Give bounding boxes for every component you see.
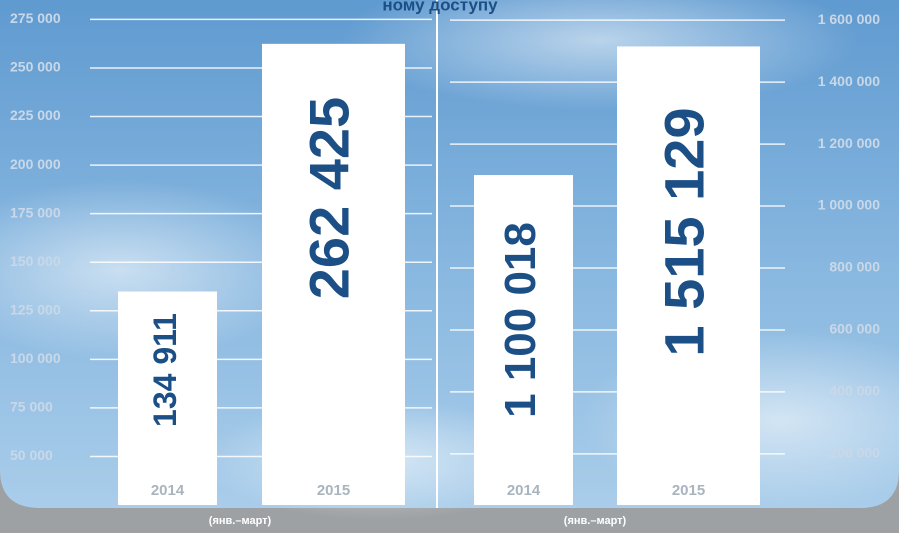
y-tick-label: 275 000 xyxy=(10,10,61,26)
value-label: 1 515 129 xyxy=(652,107,715,356)
x-tick-label: 2014 xyxy=(507,482,541,499)
y-tick-label: 150 000 xyxy=(10,253,61,269)
chart: ному доступу 50 000 75 000 100 000 125 000 1… xyxy=(0,0,899,533)
y-tick-label: 1 000 000 xyxy=(818,197,880,213)
y-tick-label: 75 000 xyxy=(10,399,53,415)
x-tick-label: 2014 xyxy=(151,482,185,499)
y-tick-label: 125 000 xyxy=(10,301,61,317)
y-tick-label: 250 000 xyxy=(10,59,61,75)
x-tick-label: 2015 xyxy=(317,482,350,499)
y-tick-label: 600 000 xyxy=(829,321,880,337)
note: (янв.–март) xyxy=(564,515,627,527)
y-tick-label: 1 600 000 xyxy=(818,11,880,27)
chart-title: ному доступу xyxy=(382,0,498,14)
y-tick-label: 400 000 xyxy=(829,383,880,399)
x-tick-label: 2015 xyxy=(672,482,705,499)
y-tick-label: 225 000 xyxy=(10,107,61,123)
value-label: 1 100 018 xyxy=(496,222,545,418)
value-label: 262 425 xyxy=(297,97,360,299)
y-tick-label: 1 200 000 xyxy=(818,135,880,151)
y-tick-label: 200 000 xyxy=(10,156,61,172)
y-tick-label: 175 000 xyxy=(10,204,61,220)
note: (янв.–март) xyxy=(209,515,272,527)
y-tick-label: 100 000 xyxy=(10,350,61,366)
y-tick-label: 1 400 000 xyxy=(818,73,880,89)
y-tick-label: 200 000 xyxy=(829,445,880,461)
y-tick-label: 50 000 xyxy=(10,447,53,463)
y-tick-label: 800 000 xyxy=(829,259,880,275)
value-label: 134 911 xyxy=(147,313,183,427)
